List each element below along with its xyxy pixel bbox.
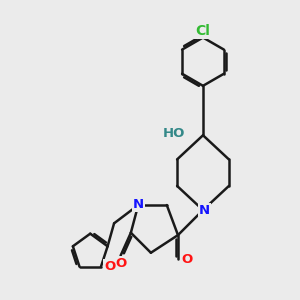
Text: Cl: Cl [196, 24, 210, 38]
Text: O: O [116, 257, 127, 271]
Text: O: O [104, 260, 116, 273]
Text: O: O [181, 253, 192, 266]
Text: HO: HO [162, 127, 185, 140]
Text: N: N [199, 204, 210, 217]
Text: N: N [133, 198, 144, 211]
